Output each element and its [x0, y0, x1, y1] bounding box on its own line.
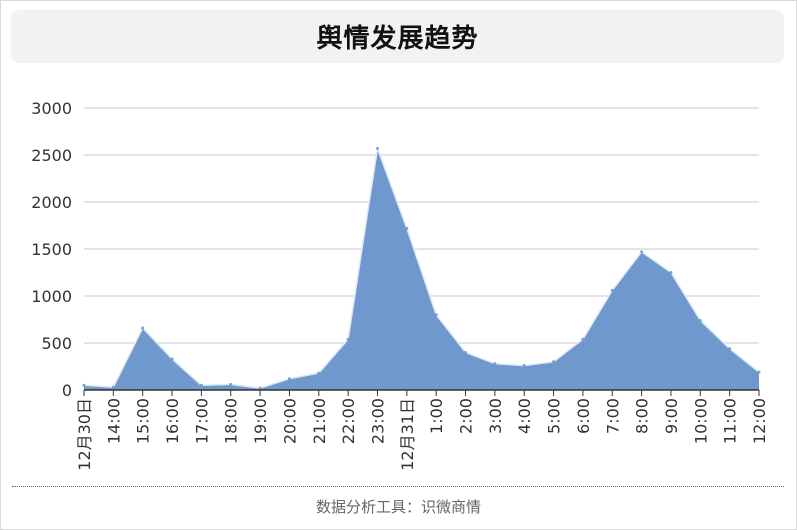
- data-point: [229, 382, 233, 386]
- data-point: [464, 350, 468, 354]
- data-point: [82, 383, 86, 387]
- x-tick-label: 9:00: [662, 398, 681, 434]
- x-tick-label: 19:00: [251, 398, 270, 444]
- data-point: [669, 271, 673, 274]
- y-tick-label: 3000: [31, 99, 72, 118]
- data-point: [346, 337, 350, 341]
- title-bar: 舆情发展趋势: [11, 10, 784, 63]
- y-tick-label: 500: [41, 334, 72, 353]
- x-tick-label: 14:00: [104, 398, 123, 444]
- x-tick-label: 12月30日: [75, 398, 94, 471]
- x-tick-label: 6:00: [574, 398, 593, 434]
- data-point: [375, 146, 379, 150]
- data-point: [552, 360, 556, 364]
- x-tick-label: 5:00: [545, 398, 564, 434]
- data-point: [757, 370, 761, 374]
- x-tick-label: 23:00: [368, 398, 387, 444]
- y-tick-label: 2500: [31, 146, 72, 165]
- x-tick-label: 20:00: [280, 398, 299, 444]
- data-point: [317, 371, 321, 375]
- data-point: [610, 288, 614, 292]
- data-point: [640, 250, 644, 254]
- x-tick-label: 8:00: [633, 398, 652, 434]
- y-tick-label: 1500: [31, 240, 72, 259]
- y-tick-label: 2000: [31, 193, 72, 212]
- data-point: [493, 362, 497, 366]
- x-tick-label: 22:00: [339, 398, 358, 444]
- data-point: [287, 377, 291, 381]
- x-tick-label: 17:00: [192, 398, 211, 444]
- series-area: [84, 148, 759, 390]
- x-tick-label: 2:00: [457, 398, 476, 434]
- series-line: [83, 148, 760, 389]
- data-point: [405, 226, 409, 230]
- y-tick-label: 1000: [31, 287, 72, 306]
- x-tick-label: 12:00: [750, 398, 769, 444]
- x-tick-label: 21:00: [310, 398, 329, 444]
- x-tick-label: 1:00: [427, 398, 446, 434]
- data-point: [199, 383, 203, 387]
- data-point: [111, 385, 115, 389]
- footer-divider: [12, 486, 784, 487]
- data-point: [698, 318, 702, 322]
- x-tick-label: 12月31日: [398, 398, 417, 471]
- data-point: [258, 386, 262, 390]
- x-tick-label: 16:00: [163, 398, 182, 444]
- x-tick-label: 4:00: [515, 398, 534, 434]
- data-point: [581, 337, 585, 341]
- x-tick-label: 7:00: [603, 398, 622, 434]
- y-tick-label: 0: [62, 381, 72, 400]
- data-point: [728, 347, 732, 351]
- x-tick-label: 15:00: [134, 398, 153, 444]
- x-tick-label: 11:00: [721, 398, 740, 444]
- chart-title: 舆情发展趋势: [316, 24, 479, 54]
- data-point: [434, 313, 438, 317]
- data-point: [522, 364, 526, 368]
- x-tick-label: 3:00: [486, 398, 505, 434]
- data-point: [170, 357, 174, 361]
- x-tick-label: 18:00: [222, 398, 241, 444]
- data-point: [141, 326, 145, 330]
- footer-source: 数据分析工具：识微商情: [315, 498, 481, 516]
- x-tick-label: 10:00: [691, 398, 710, 444]
